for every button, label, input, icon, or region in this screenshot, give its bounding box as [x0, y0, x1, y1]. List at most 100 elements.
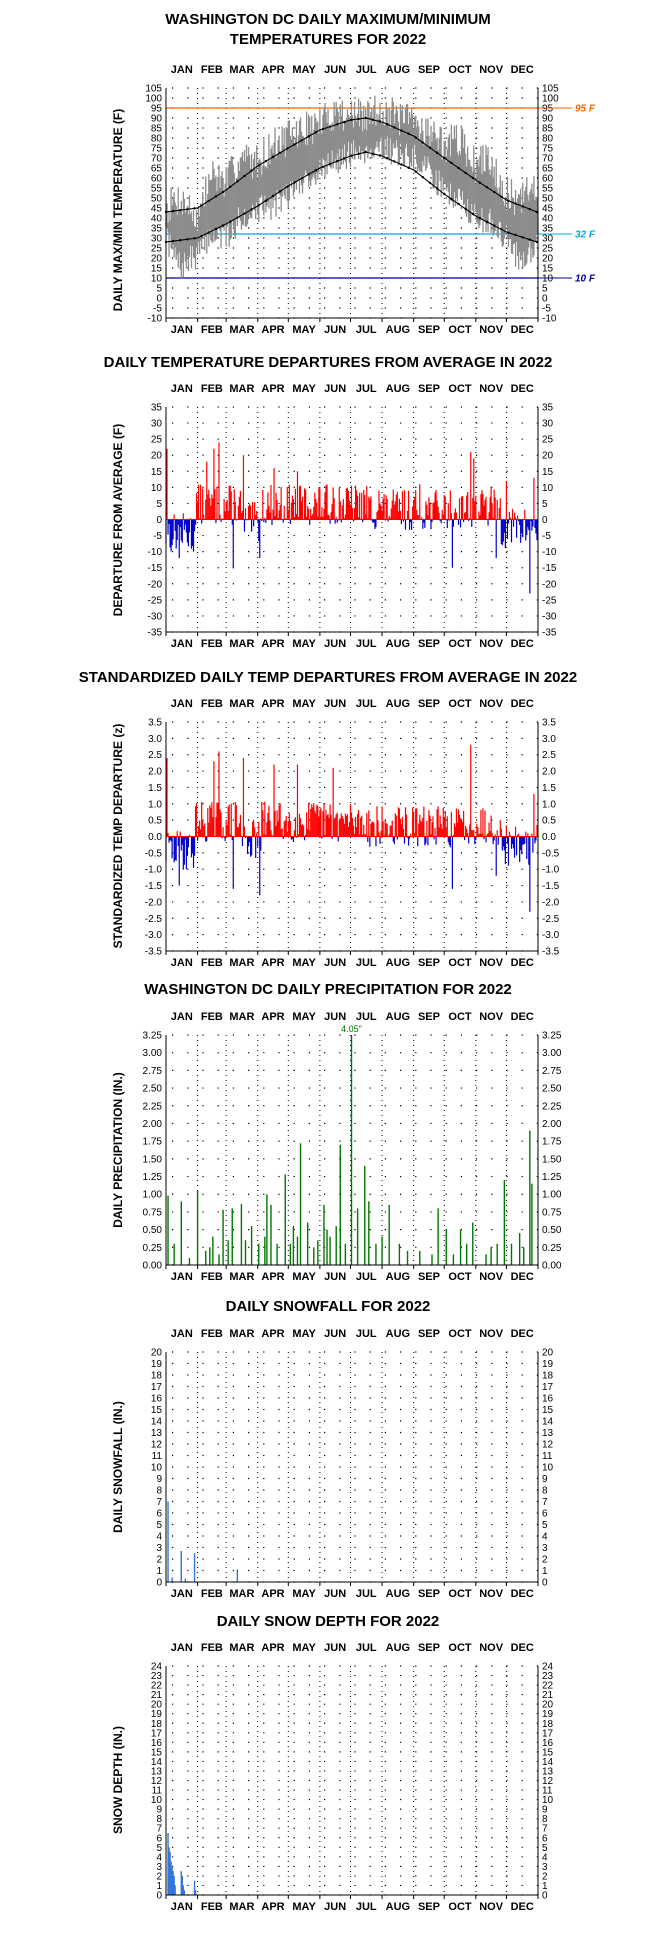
normal-point [421, 176, 425, 179]
y-tick-left: -35 [148, 628, 163, 639]
y-tick-right: 23 [542, 1671, 554, 1682]
month-label-top: APR [261, 1011, 284, 1023]
normal-point [336, 123, 339, 126]
y-tick-right: 19 [542, 1359, 554, 1370]
y-tick-left: 15 [151, 1405, 163, 1416]
y-tick-left: -1.0 [145, 865, 163, 876]
y-tick-left: -2.0 [145, 897, 163, 908]
month-label-top: OCT [448, 1011, 472, 1023]
normal-point [414, 136, 417, 139]
month-label-bottom: DEC [511, 638, 534, 650]
y-tick-right: 20 [542, 1348, 554, 1359]
y-axis-label: SNOW DEPTH (IN.) [111, 1726, 125, 1834]
y-tick-left: -30 [148, 611, 163, 622]
month-label-top: DEC [511, 1642, 534, 1654]
month-label-bottom: JUN [324, 957, 346, 969]
month-label-top: AUG [386, 698, 410, 710]
normal-point [293, 143, 296, 146]
month-label-bottom: SEP [418, 324, 440, 336]
month-label-bottom: OCT [448, 638, 472, 650]
y-tick-left: 5 [156, 499, 162, 510]
y-tick-right: 11 [542, 1786, 553, 1797]
y-tick-right: 20 [542, 451, 554, 462]
y-tick-left: 20 [151, 1348, 163, 1359]
normal-point [350, 154, 353, 157]
y-tick-right: 80 [542, 134, 554, 145]
month-label-top: OCT [448, 698, 472, 710]
y-tick-right: -5 [542, 531, 551, 542]
normal-point [443, 192, 446, 196]
normal-point [371, 118, 375, 121]
month-label-bottom: JAN [171, 1588, 193, 1600]
month-label-bottom: APR [261, 1271, 284, 1283]
y-tick-right: 2.25 [542, 1101, 562, 1112]
y-tick-left: 0 [156, 294, 162, 305]
chart-temp: WASHINGTON DC DAILY MAXIMUM/MINIMUM TEMPE… [111, 11, 596, 336]
chart-title: STANDARDIZED DAILY TEMP DEPARTURES FROM … [79, 669, 577, 686]
y-tick-right: -20 [542, 579, 557, 590]
y-tick-left: -5 [153, 531, 162, 542]
y-tick-right: 7 [542, 1497, 548, 1508]
y-tick-right: 6 [542, 1833, 548, 1844]
month-label-bottom: JUN [324, 1901, 346, 1913]
normal-point [207, 231, 211, 234]
y-tick-left: 55 [151, 184, 163, 195]
y-tick-right: 45 [542, 204, 554, 215]
y-tick-right: -30 [542, 611, 557, 622]
month-label-top: MAY [292, 383, 316, 395]
y-tick-left: 0.0 [148, 832, 162, 843]
month-label-top: JUL [356, 1642, 377, 1654]
y-tick-left: 3.25 [143, 1031, 163, 1042]
y-tick-right: 9 [542, 1805, 548, 1816]
grid [166, 1665, 538, 1896]
y-tick-right: 18 [542, 1719, 554, 1730]
y-tick-right: -10 [542, 314, 557, 325]
normal-point [357, 117, 360, 121]
month-label-bottom: APR [261, 324, 284, 336]
month-label-bottom: SEP [418, 1271, 440, 1283]
y-tick-right: 2.50 [542, 1084, 562, 1095]
y-tick-right: 1.0 [542, 799, 556, 810]
month-label-top: FEB [201, 1328, 223, 1340]
y-tick-left: 1.5 [148, 783, 162, 794]
y-tick-left: 1.75 [143, 1137, 163, 1148]
chart-std: STANDARDIZED DAILY TEMP DEPARTURES FROM … [79, 669, 577, 969]
month-label-top: JUL [356, 1328, 377, 1340]
month-label-bottom: JAN [171, 638, 193, 650]
month-label-bottom: FEB [201, 1588, 223, 1600]
month-label-bottom: AUG [386, 638, 410, 650]
normal-point [271, 155, 275, 159]
reference-label: 32 F [575, 230, 596, 241]
month-label-top: APR [261, 1328, 284, 1340]
y-tick-right: 15 [542, 467, 554, 478]
y-tick-left: 18 [151, 1371, 163, 1382]
normal-point [507, 231, 510, 234]
month-label-top: NOV [479, 1011, 504, 1023]
data-marks [167, 1501, 239, 1582]
month-label-top: FEB [201, 698, 223, 710]
normal-point [314, 131, 318, 134]
y-tick-left: 3 [156, 1862, 162, 1873]
month-label-bottom: APR [261, 638, 284, 650]
normal-point [271, 194, 275, 198]
month-label-top: APR [261, 698, 284, 710]
y-tick-right: 0.5 [542, 816, 556, 827]
normal-point [464, 207, 467, 211]
y-tick-left: -2.5 [145, 914, 163, 925]
y-tick-left: 75 [151, 144, 163, 155]
grid [166, 1351, 538, 1583]
month-label-top: JAN [171, 1328, 193, 1340]
data-marks [167, 1035, 533, 1265]
y-tick-right: 3.0 [542, 734, 556, 745]
normal-point [243, 212, 246, 215]
y-tick-right: 40 [542, 214, 554, 225]
month-label-top: SEP [418, 64, 440, 76]
y-tick-left: 1.0 [148, 799, 162, 810]
y-tick-left: -3.5 [145, 947, 163, 958]
y-tick-right: -35 [542, 628, 557, 639]
month-label-bottom: DEC [511, 1271, 534, 1283]
y-tick-right: 25 [542, 435, 554, 446]
normal-point [457, 202, 460, 206]
y-tick-right: 16 [542, 1738, 554, 1749]
